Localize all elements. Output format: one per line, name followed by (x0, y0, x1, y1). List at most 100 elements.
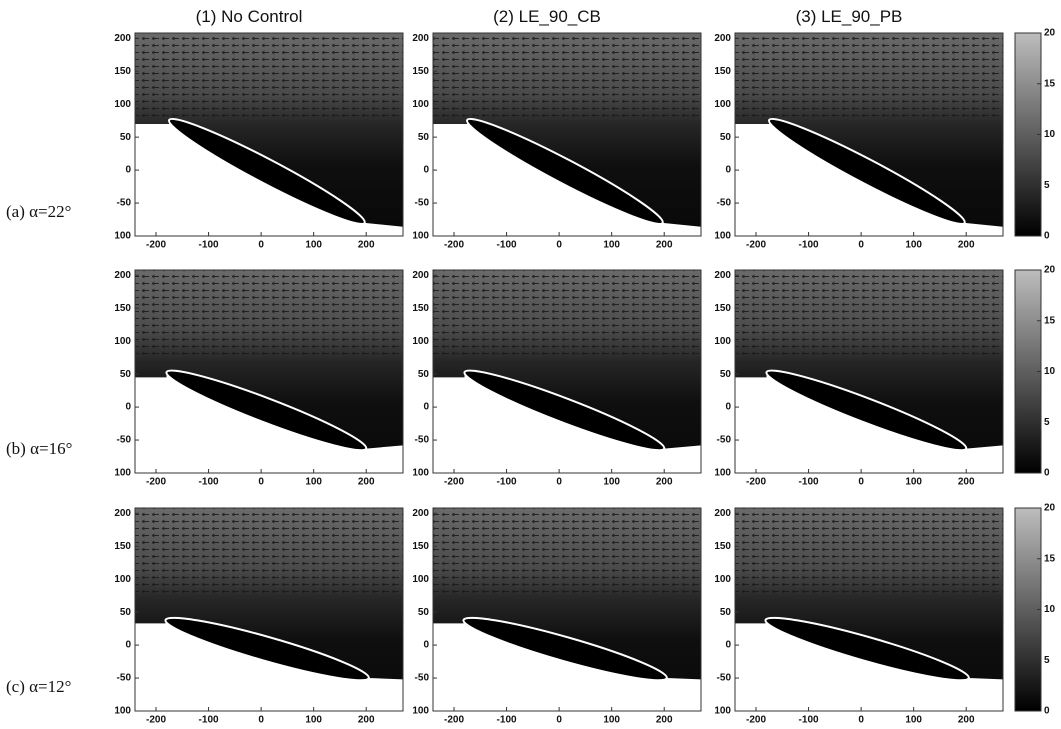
y-tick-label: 100 (114, 231, 131, 242)
plot-frame (134, 32, 404, 237)
x-tick-label: 200 (958, 477, 975, 488)
y-tick-label: 0 (423, 640, 429, 651)
x-tick-label: -200 (444, 715, 464, 726)
colorbar-tick-label: 20 (1044, 265, 1056, 276)
x-tick-label: -200 (146, 715, 166, 726)
x-tick-label: -100 (799, 715, 819, 726)
y-tick-label: 0 (423, 165, 429, 176)
vector-arrows (735, 508, 1003, 594)
y-tick-label: 100 (412, 336, 429, 347)
airfoil (767, 117, 966, 225)
x-tick-label: 0 (556, 715, 562, 726)
y-tick-label: 50 (120, 132, 132, 143)
panel: -200 -100 0 100 200 200 150 100 50 0 -50 100 (412, 269, 702, 488)
x-tick-label: 200 (358, 240, 375, 251)
vector-arrows (135, 33, 403, 119)
y-tick-label: 100 (114, 706, 131, 717)
y-tick-label: 150 (412, 66, 429, 77)
y-tick-label: 50 (120, 607, 132, 618)
colorbar-tick-label: 20 (1044, 28, 1056, 39)
x-tick-label: -100 (497, 715, 517, 726)
colorbar-tick-label: 5 (1044, 655, 1050, 666)
colorbar (1014, 32, 1042, 237)
y-tick-label: 150 (714, 541, 731, 552)
colorbar-tick-label: 10 (1044, 129, 1056, 140)
y-tick-label: 100 (714, 574, 731, 585)
x-tick-label: 200 (656, 715, 673, 726)
x-tick-label: 200 (358, 477, 375, 488)
colorbar-tick-label: 0 (1044, 468, 1050, 479)
y-tick-label: 50 (720, 369, 732, 380)
column-title: (2) LE_90_CB (493, 7, 601, 26)
colorbar-tick-label: 0 (1044, 231, 1050, 242)
panel: -200 -100 0 100 200 200 150 100 50 0 -50 100 (714, 32, 1004, 251)
y-tick-label: 50 (418, 369, 430, 380)
x-tick-label: 0 (556, 240, 562, 251)
x-tick-label: -100 (497, 240, 517, 251)
x-tick-label: 0 (858, 715, 864, 726)
x-tick-label: 200 (358, 715, 375, 726)
airfoil (462, 616, 668, 682)
x-tick-label: 100 (603, 240, 620, 251)
y-tick-label: -50 (717, 435, 732, 446)
y-tick-label: 150 (114, 66, 131, 77)
y-tick-label: 0 (725, 402, 731, 413)
y-tick-label: 100 (412, 706, 429, 717)
airfoil (764, 616, 970, 682)
y-tick-label: 100 (114, 336, 131, 347)
x-tick-label: 0 (258, 477, 264, 488)
y-tick-label: 50 (720, 132, 732, 143)
y-tick-label: 200 (114, 33, 131, 44)
airfoil (765, 369, 968, 452)
colorbar (1014, 269, 1042, 474)
y-tick-label: 200 (412, 508, 429, 519)
x-tick-label: -200 (444, 240, 464, 251)
vector-arrows (735, 33, 1003, 119)
x-tick-label: -100 (497, 477, 517, 488)
y-tick-label: 100 (714, 336, 731, 347)
x-tick-label: 0 (858, 240, 864, 251)
plot-frame (432, 507, 702, 712)
y-tick-label: -50 (415, 673, 430, 684)
y-tick-label: 150 (714, 66, 731, 77)
x-tick-label: -200 (746, 240, 766, 251)
y-tick-label: 150 (114, 303, 131, 314)
airfoil (167, 117, 366, 225)
y-tick-label: 100 (714, 468, 731, 479)
plot-frame (734, 32, 1004, 237)
colorbar-tick-label: 10 (1044, 604, 1056, 615)
vector-arrows (135, 508, 403, 594)
x-tick-label: 100 (905, 477, 922, 488)
colorbar (1014, 507, 1042, 712)
colorbar-tick-label: 15 (1044, 553, 1056, 564)
row-label: (b) α=16° (6, 439, 72, 458)
y-tick-label: 150 (114, 541, 131, 552)
y-tick-label: 100 (412, 231, 429, 242)
y-tick-label: 150 (714, 303, 731, 314)
x-tick-label: -200 (746, 477, 766, 488)
plot-frame (734, 269, 1004, 474)
y-tick-label: -50 (415, 435, 430, 446)
x-tick-label: -100 (799, 477, 819, 488)
y-tick-label: -50 (117, 435, 132, 446)
y-tick-label: 100 (114, 574, 131, 585)
colorbar-tick-label: 10 (1044, 366, 1056, 377)
y-tick-label: 0 (725, 640, 731, 651)
y-tick-label: 100 (412, 468, 429, 479)
panel: -200 -100 0 100 200 200 150 100 50 0 -50 100 (412, 32, 702, 251)
x-tick-label: 200 (958, 240, 975, 251)
masked-region (135, 620, 403, 711)
y-tick-label: 0 (125, 640, 131, 651)
x-tick-label: -200 (146, 477, 166, 488)
x-tick-label: 0 (858, 477, 864, 488)
x-tick-label: -100 (199, 477, 219, 488)
y-tick-label: -50 (717, 198, 732, 209)
x-tick-label: 200 (656, 240, 673, 251)
row-label: (c) α=12° (6, 677, 71, 696)
masked-region (735, 620, 1003, 711)
y-tick-label: 100 (412, 574, 429, 585)
y-tick-label: 150 (412, 303, 429, 314)
x-tick-label: 100 (603, 477, 620, 488)
y-tick-label: 100 (114, 99, 131, 110)
y-tick-label: -50 (117, 198, 132, 209)
